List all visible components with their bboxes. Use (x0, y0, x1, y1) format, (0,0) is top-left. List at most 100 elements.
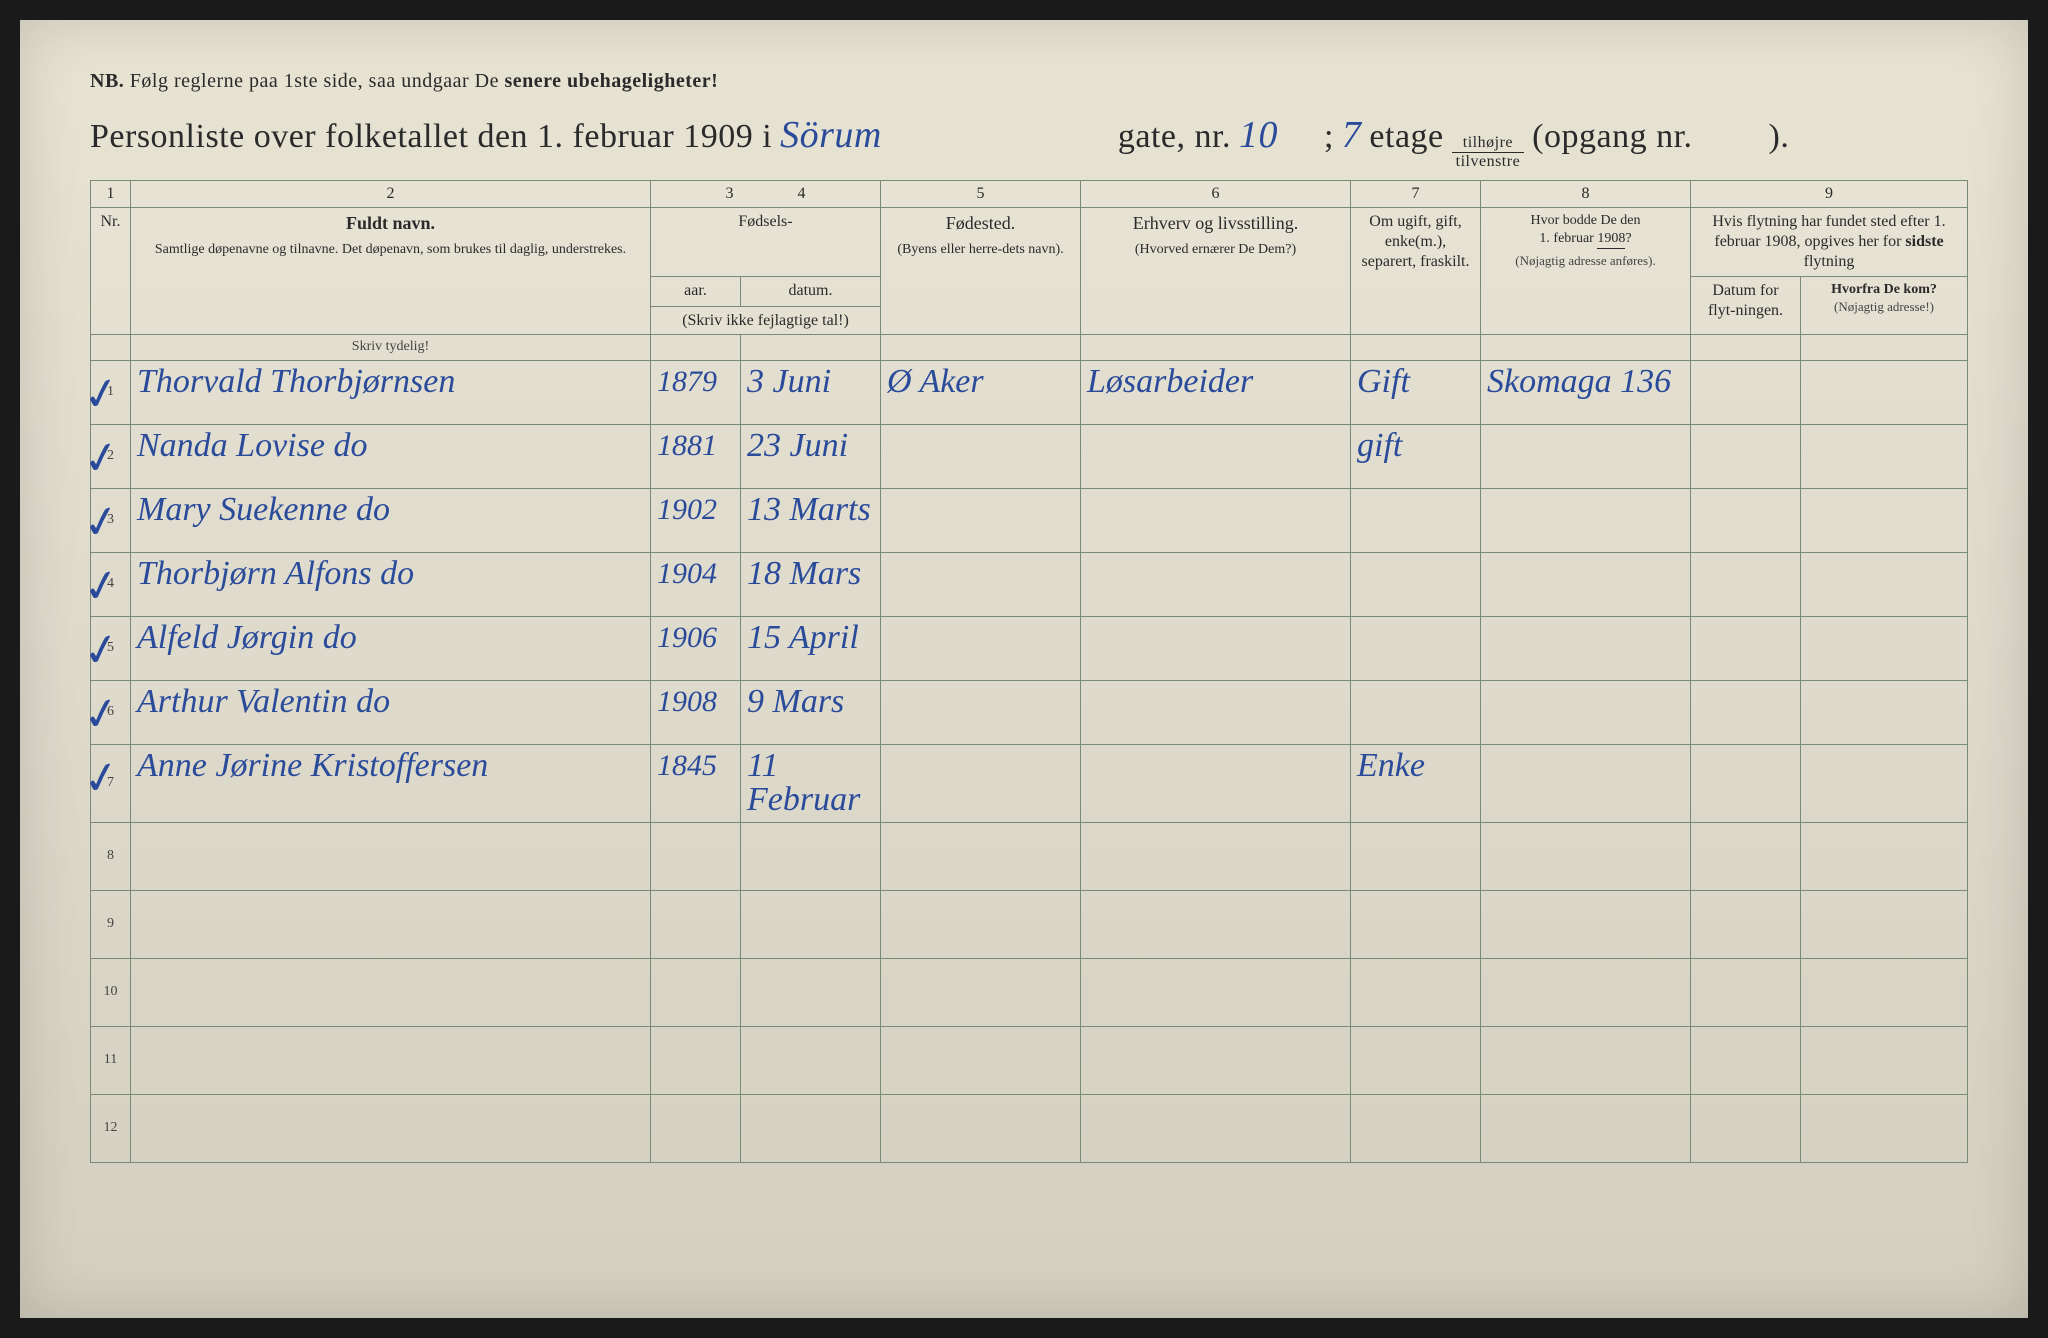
hdr-aar: aar. (651, 277, 741, 307)
cell-year: 1906 (651, 616, 741, 680)
cell-date: 3 Juni (741, 360, 881, 424)
cell-date: 9 Mars (741, 680, 881, 744)
cell-occupation: Løsarbeider (1081, 360, 1351, 424)
cell-place (881, 424, 1081, 488)
cell-occupation (1081, 552, 1351, 616)
cell-place (881, 1026, 1081, 1094)
hdr-nr: Nr. (91, 208, 131, 335)
row-number: 10 (91, 958, 131, 1026)
cell-move-date (1691, 744, 1801, 822)
row-number: 3✓ (91, 488, 131, 552)
cell-move-from (1801, 424, 1968, 488)
census-table: 1 2 3 4 5 6 7 8 9 Nr. Fuldt navn. Samtli… (90, 180, 1968, 1163)
cell-addr1908 (1481, 744, 1691, 822)
cell-name-text: Thorbjørn Alfons do (137, 557, 414, 591)
cell-place-text: Ø Aker (887, 365, 984, 399)
row-number: 6✓ (91, 680, 131, 744)
cell-occupation (1081, 424, 1351, 488)
cell-year-text: 1881 (657, 431, 717, 461)
checkmark-icon: ✓ (79, 686, 124, 743)
cell-name-text: Nanda Lovise do (137, 429, 367, 463)
cell-move-from (1801, 890, 1968, 958)
cell-place (881, 744, 1081, 822)
cell-name (131, 890, 651, 958)
table-row: 10 (91, 958, 1968, 1026)
cell-name: Anne Jørine Kristoffersen (131, 744, 651, 822)
cell-name (131, 1026, 651, 1094)
table-row: 2✓Nanda Lovise do188123 Junigift (91, 424, 1968, 488)
cell-date: 23 Juni (741, 424, 881, 488)
hdr-erhverv: Erhverv og livsstilling. (Hvorved ernære… (1081, 208, 1351, 335)
cell-year: 1902 (651, 488, 741, 552)
cell-date-text: 3 Juni (747, 365, 831, 399)
colnum-6: 6 (1081, 181, 1351, 208)
cell-occupation (1081, 822, 1351, 890)
table-row: 9 (91, 890, 1968, 958)
cell-status-text: gift (1357, 429, 1402, 463)
table-row: 7✓Anne Jørine Kristoffersen184511 Februa… (91, 744, 1968, 822)
table-row: 5✓Alfeld Jørgin do190615 April (91, 616, 1968, 680)
cell-move-from (1801, 616, 1968, 680)
hdr-status: Om ugift, gift, enke(m.), separert, fras… (1351, 208, 1481, 335)
cell-name-text: Anne Jørine Kristoffersen (137, 749, 488, 783)
title-prefix: Personliste over folketallet den 1. febr… (90, 118, 772, 156)
cell-date-text: 13 Marts (747, 493, 871, 527)
cell-date (741, 822, 881, 890)
checkmark-icon: ✓ (79, 622, 124, 679)
cell-move-from (1801, 822, 1968, 890)
cell-date-text: 9 Mars (747, 685, 844, 719)
cell-addr1908 (1481, 1094, 1691, 1162)
cell-year-text: 1879 (657, 367, 717, 397)
hdr-aar-sub: (Skriv ikke fejlagtige tal!) (651, 306, 881, 334)
cell-date: 11 Februar (741, 744, 881, 822)
cell-year (651, 1094, 741, 1162)
cell-move-from (1801, 1026, 1968, 1094)
checkmark-icon: ✓ (79, 366, 124, 423)
cell-addr1908 (1481, 822, 1691, 890)
cell-addr1908 (1481, 680, 1691, 744)
cell-move-from (1801, 488, 1968, 552)
cell-date-text: 15 April (747, 621, 859, 655)
cell-move-from (1801, 552, 1968, 616)
cell-name (131, 822, 651, 890)
cell-status-text: Enke (1357, 749, 1425, 783)
cell-addr1908 (1481, 488, 1691, 552)
cell-status (1351, 1026, 1481, 1094)
cell-year: 1845 (651, 744, 741, 822)
cell-name-text: Arthur Valentin do (137, 685, 390, 719)
instruction-text: Skriv tydelig! (131, 334, 651, 360)
row-number: 5✓ (91, 616, 131, 680)
cell-status: Enke (1351, 744, 1481, 822)
etage-handwritten: 7 (1342, 113, 1362, 157)
cell-date (741, 890, 881, 958)
cell-date-text: 18 Mars (747, 557, 861, 591)
cell-move-date (1691, 890, 1801, 958)
cell-move-date (1691, 424, 1801, 488)
cell-move-from (1801, 958, 1968, 1026)
cell-year: 1879 (651, 360, 741, 424)
cell-addr1908 (1481, 890, 1691, 958)
row-number: 8 (91, 822, 131, 890)
cell-occupation (1081, 488, 1351, 552)
notice-nb: NB. (90, 70, 124, 92)
cell-occupation (1081, 744, 1351, 822)
cell-place (881, 488, 1081, 552)
opgang-close: ). (1769, 118, 1790, 156)
cell-occupation (1081, 1094, 1351, 1162)
colnum-9: 9 (1691, 181, 1968, 208)
cell-year: 1904 (651, 552, 741, 616)
checkmark-icon: ✓ (79, 558, 124, 615)
cell-year-text: 1908 (657, 687, 717, 717)
etage-label: etage (1369, 118, 1443, 156)
hdr-move-date: Datum for flyt-ningen. (1691, 277, 1801, 335)
cell-place (881, 958, 1081, 1026)
cell-addr1908 (1481, 616, 1691, 680)
row-number: 11 (91, 1026, 131, 1094)
cell-move-from (1801, 360, 1968, 424)
cell-year: 1908 (651, 680, 741, 744)
cell-status (1351, 890, 1481, 958)
cell-move-from (1801, 680, 1968, 744)
cell-status (1351, 680, 1481, 744)
cell-occupation (1081, 680, 1351, 744)
cell-date (741, 1026, 881, 1094)
